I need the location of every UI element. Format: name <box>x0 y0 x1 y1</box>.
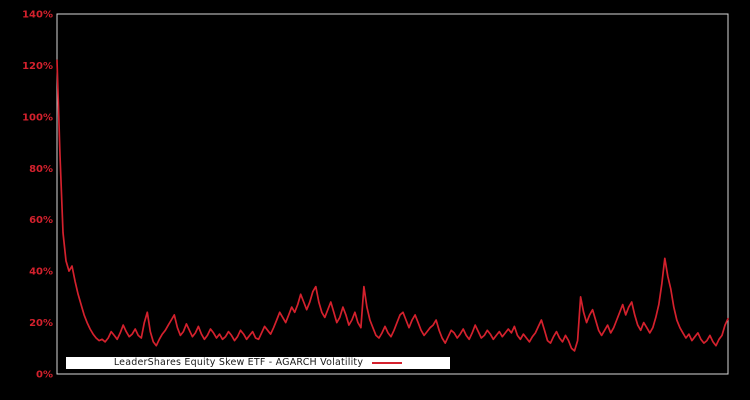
y-axis-tick-label: 100% <box>22 112 53 123</box>
y-axis-tick-label: 60% <box>29 215 53 226</box>
y-axis: 0% 20% 40% 60% 80% 100% 120% 140% <box>22 10 53 381</box>
y-axis-tick-label: 40% <box>29 267 53 278</box>
legend-label: LeaderShares Equity Skew ETF - AGARCH Vo… <box>113 357 364 368</box>
legend-line-sample <box>372 362 403 364</box>
y-axis-tick-label: 140% <box>22 10 53 21</box>
y-axis-tick-label: 0% <box>36 370 53 381</box>
legend: LeaderShares Equity Skew ETF - AGARCH Vo… <box>66 357 450 369</box>
y-axis-tick-label: 20% <box>29 318 53 329</box>
chart-frame <box>56 13 729 375</box>
volatility-line <box>56 59 729 352</box>
y-axis-tick-label: 120% <box>22 61 53 72</box>
y-axis-tick-label: 80% <box>29 164 53 175</box>
